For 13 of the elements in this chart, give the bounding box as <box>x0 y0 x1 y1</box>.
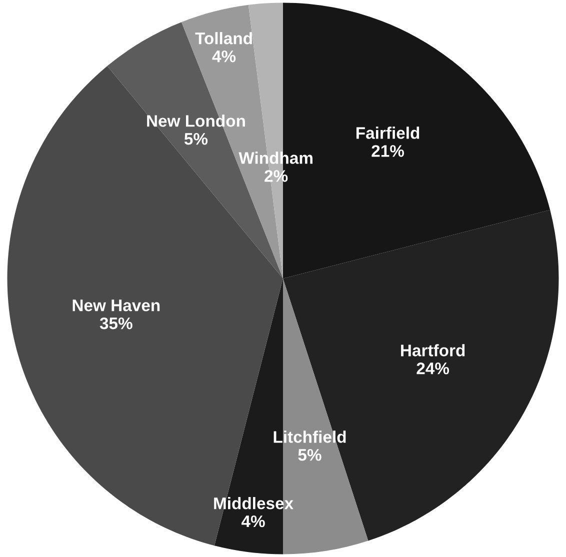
data-label: 4% <box>241 515 265 528</box>
data-label: 35% <box>100 317 132 330</box>
slice-label: Hartford <box>401 344 465 356</box>
data-label: 4% <box>212 50 236 62</box>
slice-label: Tolland <box>195 32 252 44</box>
data-label: 21% <box>372 145 404 157</box>
data-label: 5% <box>184 133 208 145</box>
slice-label: Middlesex <box>214 497 294 510</box>
data-label: 24% <box>416 362 450 374</box>
slice-label: Fairfield <box>356 126 420 139</box>
slice-label: New London <box>147 114 245 127</box>
data-label: 5% <box>298 449 322 461</box>
slice-label: New Haven <box>72 300 160 312</box>
